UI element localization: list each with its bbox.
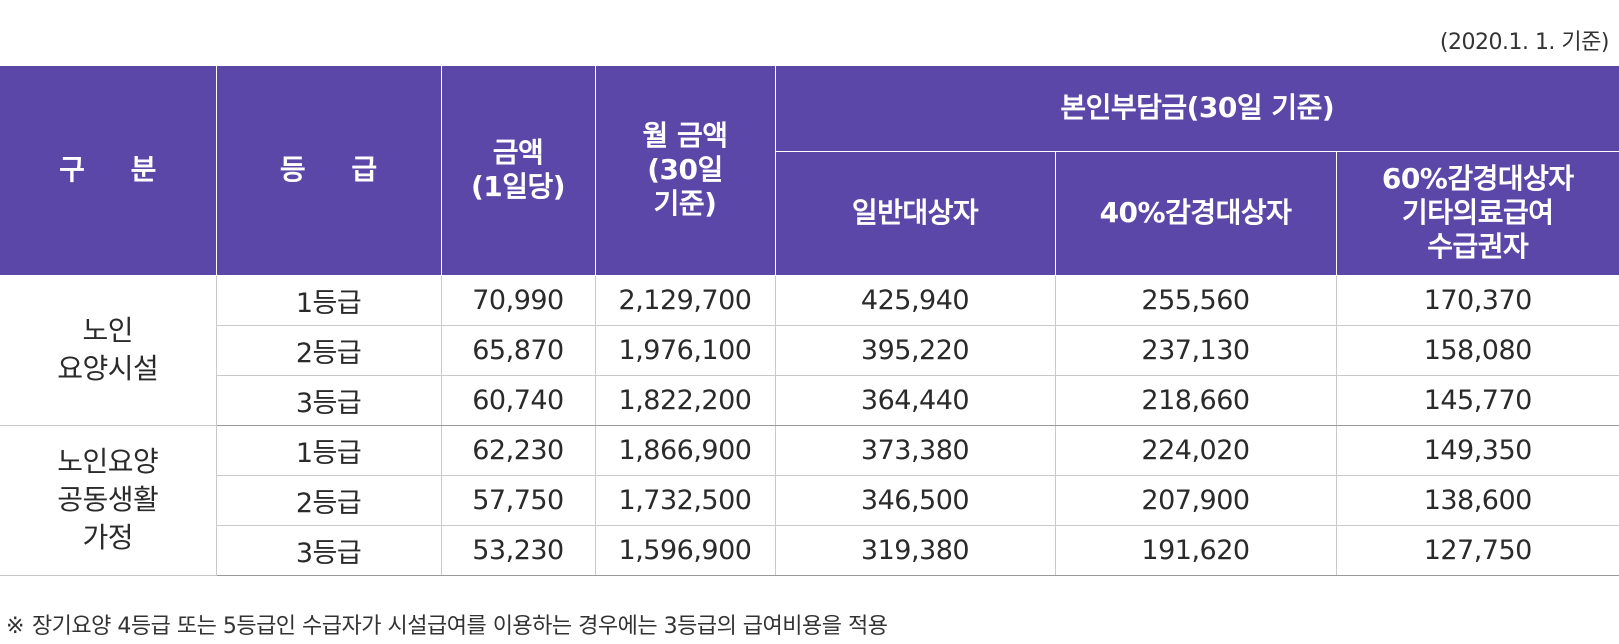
cell-monthly: 1,732,500 bbox=[594, 474, 776, 526]
cell-copay-60: 149,350 bbox=[1335, 424, 1619, 476]
footnote-text: 장기요양 4등급 또는 5등급인 수급자가 시설급여를 이용하는 경우에는 3등… bbox=[31, 614, 888, 639]
cell-copay-40: 191,620 bbox=[1054, 524, 1337, 576]
cell-daily: 53,230 bbox=[440, 524, 596, 576]
table-row: 3등급 60,740 1,822,200 364,440 218,660 145… bbox=[0, 374, 1619, 426]
cell-grade: 3등급 bbox=[215, 524, 442, 576]
cell-copay-40: 224,020 bbox=[1054, 424, 1337, 476]
cell-copay-general: 364,440 bbox=[774, 374, 1056, 426]
cell-daily: 65,870 bbox=[440, 324, 596, 376]
cell-daily: 62,230 bbox=[440, 424, 596, 476]
cell-copay-60: 127,750 bbox=[1335, 524, 1619, 576]
cell-copay-40: 255,560 bbox=[1054, 274, 1337, 326]
table-row: 3등급 53,230 1,596,900 319,380 191,620 127… bbox=[0, 524, 1619, 576]
cell-copay-40: 237,130 bbox=[1054, 324, 1337, 376]
cell-monthly: 2,129,700 bbox=[594, 274, 776, 326]
cell-monthly: 1,596,900 bbox=[594, 524, 776, 576]
cell-copay-60: 170,370 bbox=[1335, 274, 1619, 326]
table-row: 2등급 65,870 1,976,100 395,220 237,130 158… bbox=[0, 324, 1619, 376]
cell-grade: 1등급 bbox=[215, 424, 442, 476]
cell-daily: 57,750 bbox=[440, 474, 596, 526]
table-row: 노인 요양시설 1등급 70,990 2,129,700 425,940 255… bbox=[0, 274, 1619, 426]
header-grade: 등 급 bbox=[215, 66, 442, 276]
table-row: 2등급 57,750 1,732,500 346,500 207,900 138… bbox=[0, 474, 1619, 526]
cell-grade: 2등급 bbox=[215, 324, 442, 376]
cell-daily: 70,990 bbox=[440, 274, 596, 326]
cell-copay-40: 207,900 bbox=[1054, 474, 1337, 526]
cell-grade: 3등급 bbox=[215, 374, 442, 426]
cell-daily: 60,740 bbox=[440, 374, 596, 426]
cell-copay-general: 395,220 bbox=[774, 324, 1056, 376]
footnote: ※ 장기요양 4등급 또는 5등급인 수급자가 시설급여를 이용하는 경우에는 3… bbox=[6, 608, 888, 640]
header-daily-amount: 금액 (1일당) bbox=[440, 66, 596, 276]
reference-date-note: (2020.1. 1. 기준) bbox=[1439, 30, 1610, 55]
header-copay-general: 일반대상자 bbox=[774, 151, 1056, 276]
header-category: 구 분 bbox=[0, 66, 217, 276]
cell-copay-general: 425,940 bbox=[774, 274, 1056, 326]
cell-copay-general: 373,380 bbox=[774, 424, 1056, 476]
note-mark: ※ bbox=[6, 614, 24, 639]
cell-copay-general: 319,380 bbox=[774, 524, 1056, 576]
table-row: 노인요양 공동생활 가정 1등급 62,230 1,866,900 373,38… bbox=[0, 424, 1619, 576]
cell-copay-40: 218,660 bbox=[1054, 374, 1337, 426]
group-group-home: 노인요양 공동생활 가정 bbox=[0, 424, 217, 576]
header-copay-group: 본인부담금(30일 기준) bbox=[774, 66, 1619, 152]
header-copay-60: 60%감경대상자 기타의료급여 수급권자 bbox=[1335, 151, 1619, 276]
cell-copay-general: 346,500 bbox=[774, 474, 1056, 526]
cell-monthly: 1,822,200 bbox=[594, 374, 776, 426]
group-nursing-facility: 노인 요양시설 bbox=[0, 274, 217, 426]
cell-grade: 2등급 bbox=[215, 474, 442, 526]
cell-grade: 1등급 bbox=[215, 274, 442, 326]
facility-benefit-cost-table: 구 분 등 급 금액 (1일당) 월 금액 (30일 기준) 본인부담금(30일… bbox=[0, 66, 1619, 576]
cell-copay-60: 138,600 bbox=[1335, 474, 1619, 526]
header-monthly-amount: 월 금액 (30일 기준) bbox=[594, 66, 776, 276]
cell-monthly: 1,866,900 bbox=[594, 424, 776, 476]
header-copay-40: 40%감경대상자 bbox=[1054, 151, 1337, 276]
cell-copay-60: 145,770 bbox=[1335, 374, 1619, 426]
cell-copay-60: 158,080 bbox=[1335, 324, 1619, 376]
cell-monthly: 1,976,100 bbox=[594, 324, 776, 376]
